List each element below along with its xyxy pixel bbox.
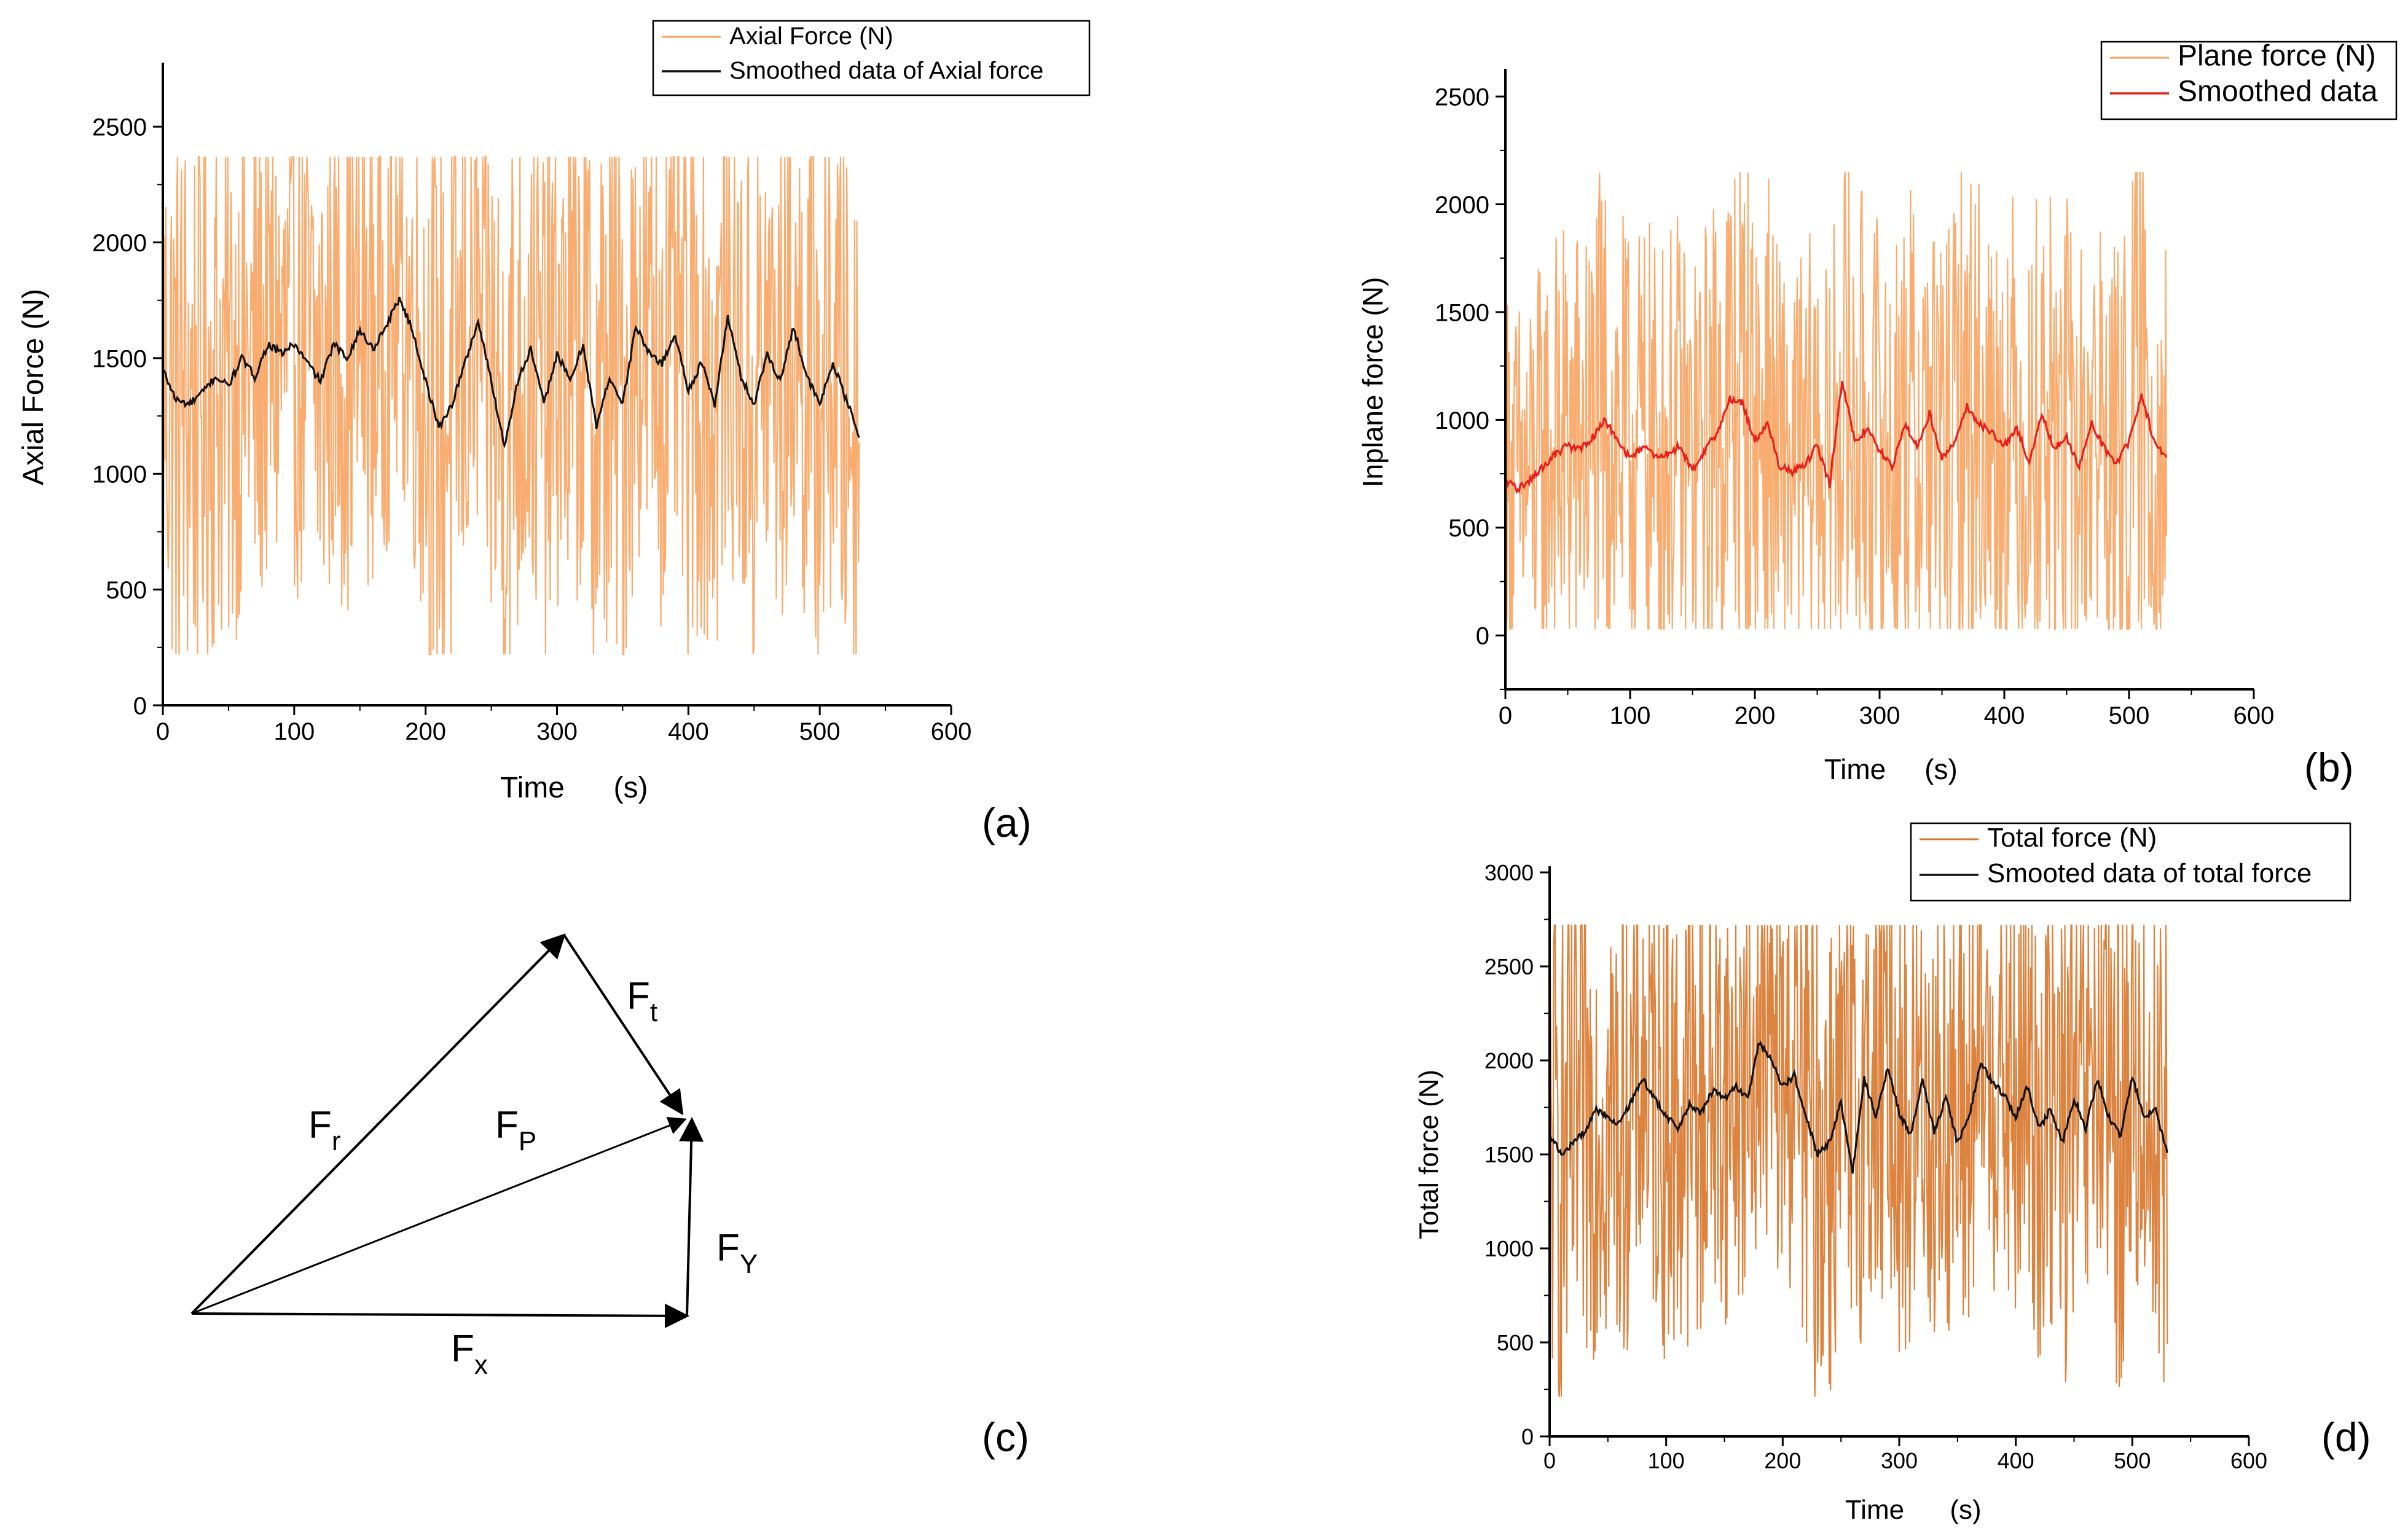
legend-box-a <box>652 20 1091 96</box>
y-tick-label-b: 1500 <box>1435 299 1489 326</box>
legend-label-d-0: Total force (N) <box>1987 823 2157 853</box>
legend-label-b-1: Smoothed data <box>2178 75 2378 108</box>
x-tick-label-d: 500 <box>2114 1448 2151 1473</box>
y-tick-label-d: 2000 <box>1484 1048 1534 1073</box>
legend-box-b <box>2100 41 2398 120</box>
series-smoothed-d <box>1548 1040 2168 1174</box>
y-tick-label-d: 500 <box>1497 1330 1534 1355</box>
x-tick-label-b: 0 <box>1499 702 1512 729</box>
y-tick-label-d: 1000 <box>1484 1236 1534 1261</box>
y-axis-label-d: Total force (N) <box>1414 1070 1444 1239</box>
label-f-y: FY <box>716 1227 758 1279</box>
y-tick-label-a: 1000 <box>92 461 147 488</box>
y-tick-label-d: 0 <box>1521 1424 1534 1449</box>
x-tick-label-b: 600 <box>2233 702 2275 729</box>
y-tick-label-a: 1500 <box>92 345 147 372</box>
y-axis-label-a: Axial Force (N) <box>17 289 50 485</box>
x-tick-label-b: 200 <box>1735 702 1776 729</box>
y-tick-label-b: 2000 <box>1435 192 1489 219</box>
x-axis-label-a: Time <box>500 772 565 804</box>
y-tick-label-b: 1000 <box>1435 407 1489 434</box>
legend-label-a-1: Smoothed data of Axial force <box>729 57 1043 84</box>
label-f-r: Fr <box>308 1104 341 1156</box>
x-tick-label-d: 300 <box>1881 1448 1918 1473</box>
panel-b-inplane-force: 0 100 200 300 400 500 600 0 500 1000 1500 2000 2500 T… <box>1357 39 2398 785</box>
panel-label-c: (c) <box>982 1414 1029 1460</box>
series-raw-a <box>162 156 860 656</box>
legend-box-d <box>1910 822 2351 902</box>
x-tick-label-d: 400 <box>1998 1448 2034 1473</box>
x-tick-label-a: 600 <box>931 718 972 745</box>
series-smoothed-a <box>162 296 860 448</box>
panel-c-force-diagram: Fr Ft FP FY Fx <box>190 933 758 1380</box>
x-axis-label-b: Time <box>1824 753 1886 785</box>
vector-f-x <box>191 1303 689 1328</box>
x-tick-label-d: 600 <box>2230 1448 2267 1473</box>
y-tick-label-b: 0 <box>1476 623 1489 650</box>
x-tick-label-b: 400 <box>1984 702 2025 729</box>
x-tick-label-d: 200 <box>1764 1448 1801 1473</box>
y-tick-label-d: 2500 <box>1484 954 1534 979</box>
x-tick-label-d: 0 <box>1543 1448 1556 1473</box>
series-raw-d <box>1548 924 2168 1397</box>
label-f-t: Ft <box>627 975 657 1027</box>
x-axis-unit-a: (s) <box>614 772 648 804</box>
y-tick-label-b: 2500 <box>1435 84 1489 111</box>
series-smoothed-b <box>1505 380 2168 495</box>
vector-f-r <box>190 933 566 1315</box>
x-axis-label-d: Time <box>1845 1495 1904 1525</box>
panel-a-axial-force: 0 100 200 300 400 500 600 0 500 1000 1500 2000 2500 T… <box>17 20 1091 804</box>
y-tick-label-b: 500 <box>1448 515 1489 542</box>
y-tick-label-a: 0 <box>133 692 147 719</box>
panel-label-d: (d) <box>2321 1414 2371 1460</box>
panel-d-total-force: 0 100 200 300 400 500 600 0 500 1000 1500 2000 2500 3… <box>1414 822 2351 1525</box>
x-tick-label-a: 500 <box>799 718 841 745</box>
y-axis-label-b: Inplane force (N) <box>1357 277 1389 488</box>
legend-label-a-0: Axial Force (N) <box>729 23 893 50</box>
legend-label-d-1: Smooted data of total force <box>1987 858 2312 888</box>
x-tick-label-b: 100 <box>1610 702 1651 729</box>
x-tick-label-a: 200 <box>405 718 446 745</box>
x-tick-label-b: 300 <box>1859 702 1900 729</box>
vector-f-y <box>679 1117 704 1317</box>
x-tick-label-a: 300 <box>536 718 578 745</box>
y-tick-label-d: 3000 <box>1484 860 1534 885</box>
y-tick-label-a: 2500 <box>92 114 147 141</box>
y-tick-label-d: 1500 <box>1484 1142 1534 1167</box>
y-tick-label-a: 500 <box>106 577 147 604</box>
label-f-p: FP <box>495 1104 536 1156</box>
x-axis-unit-b: (s) <box>1924 753 1958 785</box>
label-f-x: Fx <box>451 1328 488 1380</box>
panel-label-b: (b) <box>2304 745 2354 790</box>
series-raw-b <box>1504 171 2167 631</box>
vector-f-p <box>191 1116 687 1315</box>
x-axis-unit-d: (s) <box>1950 1495 1981 1525</box>
x-tick-label-d: 100 <box>1648 1448 1685 1473</box>
y-tick-label-a: 2000 <box>92 230 147 257</box>
vector-f-t <box>563 934 684 1116</box>
x-tick-label-a: 0 <box>156 718 170 745</box>
x-tick-label-a: 400 <box>668 718 709 745</box>
x-tick-label-a: 100 <box>273 718 315 745</box>
legend-label-b-0: Plane force (N) <box>2178 39 2376 72</box>
panel-label-a: (a) <box>982 800 1032 845</box>
x-tick-label-b: 500 <box>2109 702 2150 729</box>
